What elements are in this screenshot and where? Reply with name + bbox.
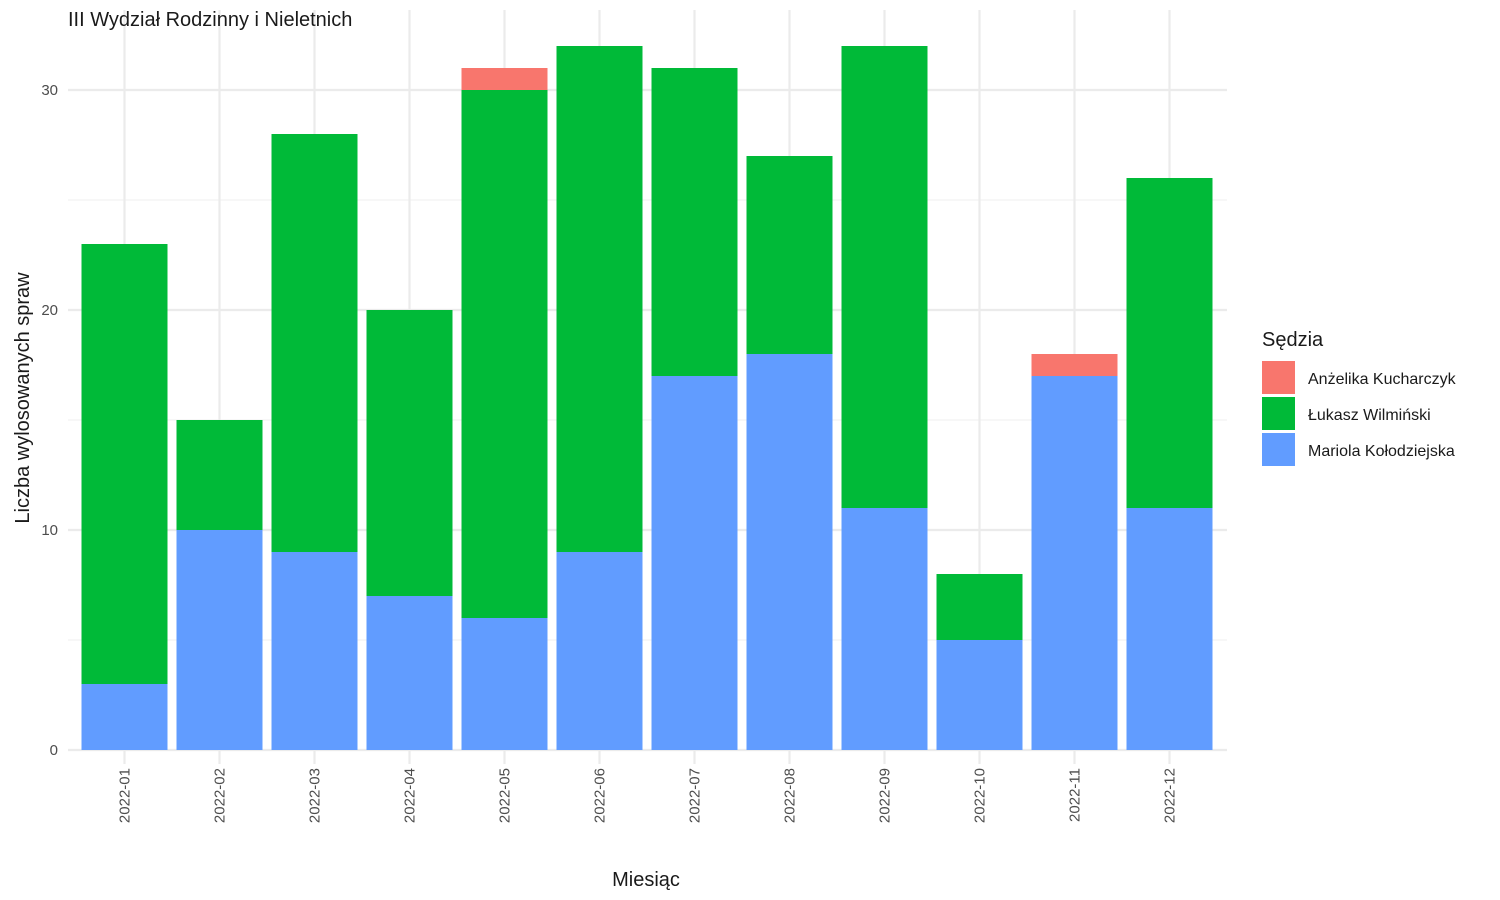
legend-swatch: [1262, 433, 1295, 466]
x-tick-label: 2022-04: [402, 768, 419, 823]
legend-label: Łukasz Wilmiński: [1308, 407, 1431, 424]
bar-segment: Mariola Kołodziejska 2022-08: 18: [746, 354, 833, 750]
bar-segment: Anżelika Kucharczyk 2022-05: 1: [461, 68, 548, 90]
bar-segment: Łukasz Wilmiński 2022-05: 24: [461, 90, 548, 618]
x-tick-label: 2022-11: [1067, 768, 1084, 822]
x-tick-label: 2022-09: [877, 768, 894, 823]
bar-segment: Mariola Kołodziejska 2022-12: 11: [1126, 508, 1213, 750]
x-tick-label: 2022-07: [687, 768, 704, 823]
bar-segment: Anżelika Kucharczyk 2022-11: 1: [1031, 354, 1118, 376]
bar-segment: Mariola Kołodziejska 2022-01: 3: [81, 684, 168, 750]
bar-segment: Łukasz Wilmiński 2022-07: 14: [651, 68, 738, 376]
x-tick-label: 2022-02: [212, 768, 229, 823]
legend: Sędzia Anżelika Kucharczyk Łukasz Wilmińs…: [1262, 329, 1457, 466]
y-tick-label: 30: [41, 82, 58, 99]
bar-segment: Łukasz Wilmiński 2022-04: 13: [366, 310, 453, 596]
bar-segment: Mariola Kołodziejska 2022-03: 9: [271, 552, 358, 750]
bar-segment: Mariola Kołodziejska 2022-10: 5: [936, 640, 1023, 750]
bar-segment: Łukasz Wilmiński 2022-03: 19: [271, 134, 358, 552]
legend-swatch: [1262, 397, 1295, 430]
bar-segment: Łukasz Wilmiński 2022-09: 21: [841, 46, 928, 508]
y-tick-label: 0: [50, 742, 58, 759]
bar-segment: Łukasz Wilmiński 2022-06: 23: [556, 46, 643, 552]
chart-title: III Wydział Rodzinny i Nieletnich: [68, 9, 352, 31]
bar-segment: Mariola Kołodziejska 2022-02: 10: [176, 530, 263, 750]
legend-label: Anżelika Kucharczyk: [1308, 371, 1457, 388]
y-axis-ticks: 0 10 20 30: [41, 82, 58, 759]
bars-layer: Mariola Kołodziejska 2022-01: 3Łukasz Wi…: [81, 46, 1213, 750]
x-axis-ticks: 2022-01 2022-02 2022-03 2022-04 2022-05 2022-…: [117, 768, 1179, 823]
bar-segment: Łukasz Wilmiński 2022-12: 15: [1126, 178, 1213, 508]
y-axis-title: Liczba wylosowanych spraw: [12, 272, 34, 524]
bar-segment: Mariola Kołodziejska 2022-07: 17: [651, 376, 738, 750]
x-tick-label: 2022-08: [782, 768, 799, 823]
bar-segment: Mariola Kołodziejska 2022-09: 11: [841, 508, 928, 750]
legend-label: Mariola Kołodziejska: [1308, 443, 1455, 460]
bar-segment: Łukasz Wilmiński 2022-10: 3: [936, 574, 1023, 640]
x-tick-label: 2022-05: [497, 768, 514, 823]
y-tick-label: 10: [41, 522, 58, 539]
legend-title: Sędzia: [1262, 329, 1324, 351]
x-tick-label: 2022-03: [307, 768, 324, 823]
x-tick-label: 2022-12: [1162, 768, 1179, 823]
x-tick-label: 2022-10: [972, 768, 989, 823]
bar-segment: Łukasz Wilmiński 2022-01: 20: [81, 244, 168, 684]
bar-segment: Mariola Kołodziejska 2022-06: 9: [556, 552, 643, 750]
legend-swatch: [1262, 361, 1295, 394]
bar-segment: Łukasz Wilmiński 2022-08: 9: [746, 156, 833, 354]
x-tick-label: 2022-01: [117, 768, 134, 823]
bar-segment: Mariola Kołodziejska 2022-11: 17: [1031, 376, 1118, 750]
bar-segment: Mariola Kołodziejska 2022-04: 7: [366, 596, 453, 750]
bar-segment: Mariola Kołodziejska 2022-05: 6: [461, 618, 548, 750]
y-tick-label: 20: [41, 302, 58, 319]
bar-segment: Łukasz Wilmiński 2022-02: 5: [176, 420, 263, 530]
x-tick-label: 2022-06: [592, 768, 609, 823]
x-axis-title: Miesiąc: [612, 869, 680, 891]
